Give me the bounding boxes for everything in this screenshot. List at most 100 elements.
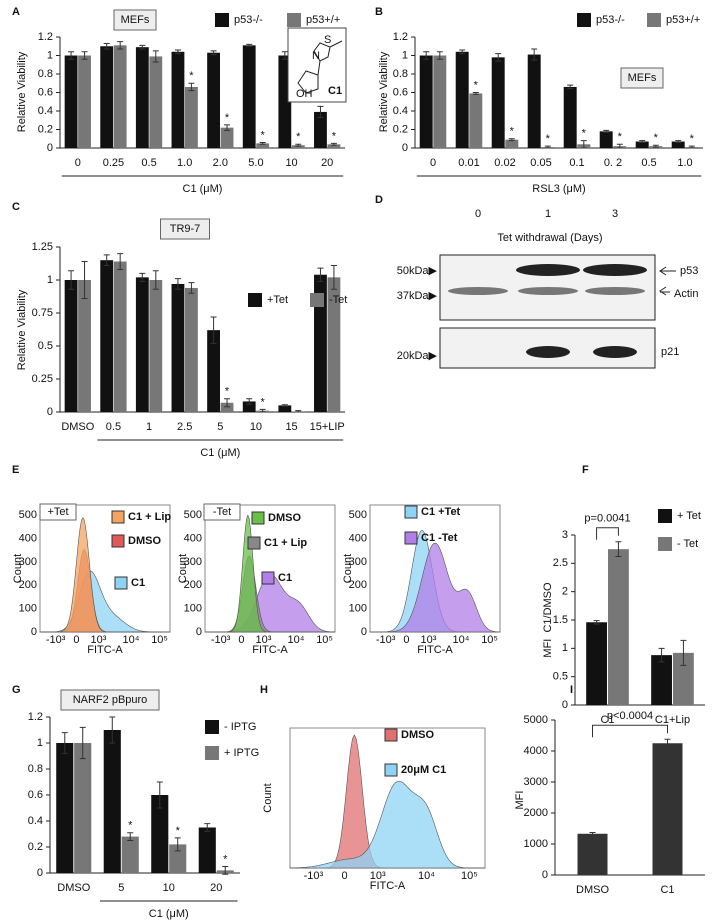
error-bar xyxy=(204,823,211,832)
histogram-curve xyxy=(369,542,501,633)
x-tick-label: 10⁵ xyxy=(316,634,333,646)
x-axis-label: C1 (μM) xyxy=(149,908,189,920)
panel-label: MEFs xyxy=(121,14,150,26)
lane-label: 0 xyxy=(475,208,481,220)
y-tick-label: 400 xyxy=(349,532,367,544)
error-bar xyxy=(109,716,116,744)
significance-mark: * xyxy=(296,131,301,143)
size-marker: 20kDa▶ xyxy=(397,350,438,362)
significance-mark: * xyxy=(582,128,587,140)
bar xyxy=(608,549,629,705)
y-tick-label: 1 xyxy=(47,49,53,61)
structure-atom: S xyxy=(324,34,331,46)
y-tick-label: 1000 xyxy=(524,838,548,850)
legend-swatch xyxy=(111,510,125,524)
error-bar xyxy=(295,143,302,147)
bar xyxy=(113,45,127,149)
error-bar xyxy=(495,53,502,62)
label-box xyxy=(113,9,157,31)
structure-drawing xyxy=(297,40,343,94)
bar xyxy=(327,277,341,412)
x-tick-label: 10⁵ xyxy=(151,634,168,646)
legend-swatch xyxy=(404,531,418,545)
bar xyxy=(185,86,198,148)
x-tick-label: 0. 2 xyxy=(604,157,622,169)
error-bar xyxy=(508,138,515,142)
y-axis-label: Count xyxy=(12,554,24,583)
legend-swatch xyxy=(261,571,275,585)
bar xyxy=(171,51,185,148)
label-box xyxy=(160,218,210,240)
histogram-curve xyxy=(40,517,170,633)
legend-swatch xyxy=(114,576,128,590)
y-axis-label: Relative Viability xyxy=(378,51,390,132)
significance-mark: * xyxy=(546,133,551,145)
error-bar xyxy=(658,647,665,663)
legend-label: + Tet xyxy=(677,510,701,522)
x-tick-label: 1.0 xyxy=(677,157,692,169)
error-bar xyxy=(152,270,159,290)
y-axis-label: MFI xyxy=(514,791,526,810)
p-value: p=0.0041 xyxy=(584,513,630,525)
error-bar xyxy=(589,832,596,836)
error-bar xyxy=(675,140,682,143)
error-bar xyxy=(281,404,288,407)
y-tick-label: 2000 xyxy=(524,807,548,819)
y-tick-label: 0.8 xyxy=(28,763,43,775)
error-bar xyxy=(436,51,443,60)
y-tick-label: 0 xyxy=(31,626,37,638)
error-bar xyxy=(81,51,88,60)
y-tick-label: 0.2 xyxy=(28,841,43,853)
x-tick-label: 20 xyxy=(210,882,222,894)
lane-label: 1 xyxy=(545,208,551,220)
error-bar xyxy=(615,541,622,558)
legend-swatch xyxy=(287,13,301,27)
x-tick-label: DMSO xyxy=(57,882,90,894)
bar xyxy=(100,46,114,148)
label-box xyxy=(60,689,160,711)
error-bar xyxy=(531,48,538,61)
error-bar xyxy=(224,124,231,131)
y-tick-label: 0.25 xyxy=(32,373,53,385)
panel-letter: D xyxy=(375,194,383,206)
bar xyxy=(78,280,91,412)
legend-label: DMSO xyxy=(128,535,161,547)
bar xyxy=(652,743,683,875)
bar xyxy=(671,141,685,148)
x-tick-label: 0 xyxy=(75,157,81,169)
histogram-curve xyxy=(289,780,485,869)
error-bar xyxy=(259,408,266,413)
bar xyxy=(527,54,541,149)
error-bar xyxy=(139,272,146,282)
x-axis-label: RSL3 (μM) xyxy=(532,183,585,195)
bar xyxy=(577,833,608,875)
x-tick-label: DMSO xyxy=(61,421,94,433)
legend-swatch xyxy=(205,720,219,734)
error-bar xyxy=(616,143,623,149)
x-tick-label: 15 xyxy=(285,421,297,433)
error-bar xyxy=(188,82,195,92)
error-bar xyxy=(688,145,695,149)
blot-title: Tet withdrawal (Days) xyxy=(497,232,602,244)
x-tick-label: -10³ xyxy=(211,634,231,646)
bar xyxy=(563,86,577,148)
x-tick-label: 10⁵ xyxy=(481,634,498,646)
error-bar xyxy=(246,43,253,47)
y-tick-label: 0.2 xyxy=(393,123,408,135)
y-tick-label: 0.5 xyxy=(553,671,568,683)
significance-mark: * xyxy=(690,133,695,145)
lane-label: 3 xyxy=(612,208,618,220)
bar xyxy=(135,277,149,412)
y-axis-label: Relative Viability xyxy=(16,289,28,370)
legend-swatch xyxy=(647,13,661,27)
y-tick-label: 1 xyxy=(37,737,43,749)
y-tick-label: 100 xyxy=(184,603,202,615)
legend-label: DMSO xyxy=(401,729,434,741)
bar xyxy=(433,55,447,148)
y-tick-label: 400 xyxy=(184,532,202,544)
x-tick-label: 10³ xyxy=(370,870,386,882)
error-bar xyxy=(103,42,110,50)
significance-mark: * xyxy=(225,386,230,398)
y-tick-label: 500 xyxy=(349,509,367,521)
bar xyxy=(599,131,613,148)
